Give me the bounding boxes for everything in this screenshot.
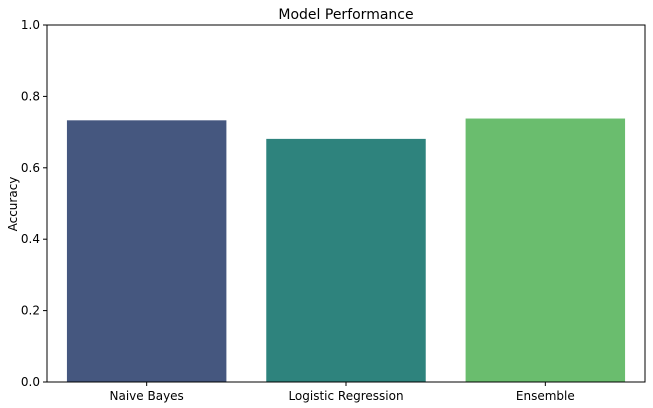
y-axis-label: Accuracy <box>6 177 20 232</box>
y-tick-label-5: 1.0 <box>21 18 40 32</box>
plot-frame <box>46 24 646 383</box>
y-tick-label-2: 0.4 <box>21 232 40 246</box>
chart-title: Model Performance <box>278 7 413 23</box>
bar-1 <box>266 138 426 382</box>
y-tick-label-3: 0.6 <box>21 161 40 175</box>
y-tick-label-0: 0.0 <box>21 375 40 389</box>
y-tick-label-4: 0.8 <box>21 89 40 103</box>
bar-2 <box>465 118 626 382</box>
y-tick-label-1: 0.2 <box>21 304 40 318</box>
bars <box>66 118 626 382</box>
x-axis-ticks: Naive Bayes Logistic Regression Ensemble <box>110 382 575 403</box>
bar-0 <box>66 120 227 382</box>
x-tick-label-1: Logistic Regression <box>288 389 403 403</box>
x-tick-label-2: Ensemble <box>516 389 575 403</box>
y-axis-ticks: 0.0 0.2 0.4 0.6 0.8 1.0 <box>21 18 47 389</box>
x-tick-label-0: Naive Bayes <box>110 389 184 403</box>
